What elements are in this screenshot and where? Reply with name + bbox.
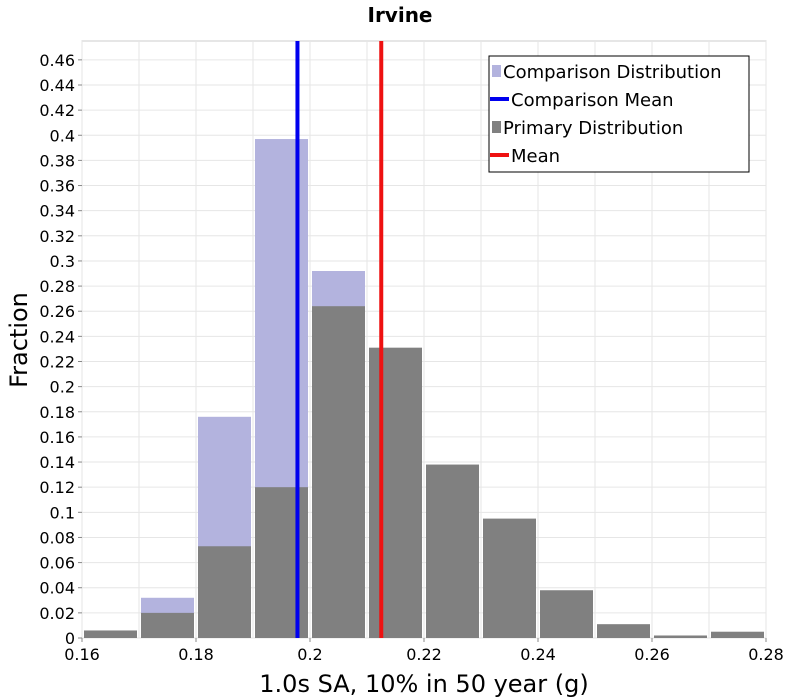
y-tick-label: 0.36 xyxy=(39,177,75,196)
x-axis-ticks: 0.16 0.18 0.2 0.22 0.24 0.26 0.28 xyxy=(64,638,784,664)
primary-bar xyxy=(369,347,422,638)
y-tick-label: 0.44 xyxy=(39,76,75,95)
primary-bar xyxy=(654,635,707,638)
primary-distribution-bars xyxy=(84,306,764,638)
x-tick-label: 0.16 xyxy=(64,645,100,664)
x-tick-label: 0.24 xyxy=(520,645,556,664)
y-tick-label: 0.3 xyxy=(50,252,75,271)
y-tick-label: 0.38 xyxy=(39,151,75,170)
legend-box xyxy=(488,55,750,173)
primary-bar xyxy=(597,624,650,638)
y-tick-label: 0 xyxy=(65,629,75,648)
y-tick-label: 0.46 xyxy=(39,51,75,70)
y-tick-label: 0.08 xyxy=(39,528,75,547)
y-tick-label: 0.26 xyxy=(39,302,75,321)
y-tick-label: 0.1 xyxy=(50,503,75,522)
y-tick-label: 0.18 xyxy=(39,403,75,422)
legend-label: Comparison Distribution xyxy=(503,62,722,83)
primary-bar xyxy=(483,518,536,638)
y-tick-label: 0.4 xyxy=(50,126,75,145)
mean-lines xyxy=(295,41,384,638)
primary-bar xyxy=(255,487,308,638)
y-tick-label: 0.42 xyxy=(39,101,75,120)
legend-label: Comparison Mean xyxy=(511,90,674,111)
y-tick-label: 0.06 xyxy=(39,554,75,573)
primary-bar xyxy=(84,630,137,638)
legend: Comparison Distribution Comparison Mean Pr… xyxy=(488,55,750,173)
primary-bar xyxy=(141,612,194,638)
x-axis-label: 1.0s SA, 10% in 50 year (g) xyxy=(259,670,588,698)
y-tick-label: 0.12 xyxy=(39,478,75,497)
x-tick-label: 0.2 xyxy=(297,645,322,664)
y-axis-label: Fraction xyxy=(5,292,33,388)
y-tick-label: 0.32 xyxy=(39,227,75,246)
x-tick-label: 0.18 xyxy=(178,645,214,664)
primary-bar xyxy=(426,464,479,638)
y-tick-label: 0.02 xyxy=(39,604,75,623)
y-tick-label: 0.22 xyxy=(39,352,75,371)
y-tick-label: 0.24 xyxy=(39,327,75,346)
primary-bar xyxy=(540,590,593,638)
legend-label: Primary Distribution xyxy=(503,118,683,139)
primary-bar xyxy=(312,306,365,638)
y-tick-label: 0.16 xyxy=(39,428,75,447)
y-tick-label: 0.34 xyxy=(39,202,75,221)
y-tick-label: 0.28 xyxy=(39,277,75,296)
legend-swatch xyxy=(492,65,501,77)
x-tick-label: 0.22 xyxy=(406,645,442,664)
y-axis-ticks: 0 0.02 0.04 0.06 0.08 0.1 0.12 0.14 0.16 0.18 0.2 0… xyxy=(39,51,82,648)
primary-bar xyxy=(198,546,251,638)
primary-bar xyxy=(711,631,764,638)
legend-label: Mean xyxy=(511,146,560,167)
x-tick-label: 0.28 xyxy=(748,645,784,664)
y-tick-label: 0.2 xyxy=(50,378,75,397)
legend-swatch xyxy=(492,121,501,133)
y-tick-label: 0.04 xyxy=(39,579,75,598)
y-tick-label: 0.14 xyxy=(39,453,75,472)
chart-title: Irvine xyxy=(368,3,433,27)
x-tick-label: 0.26 xyxy=(634,645,670,664)
